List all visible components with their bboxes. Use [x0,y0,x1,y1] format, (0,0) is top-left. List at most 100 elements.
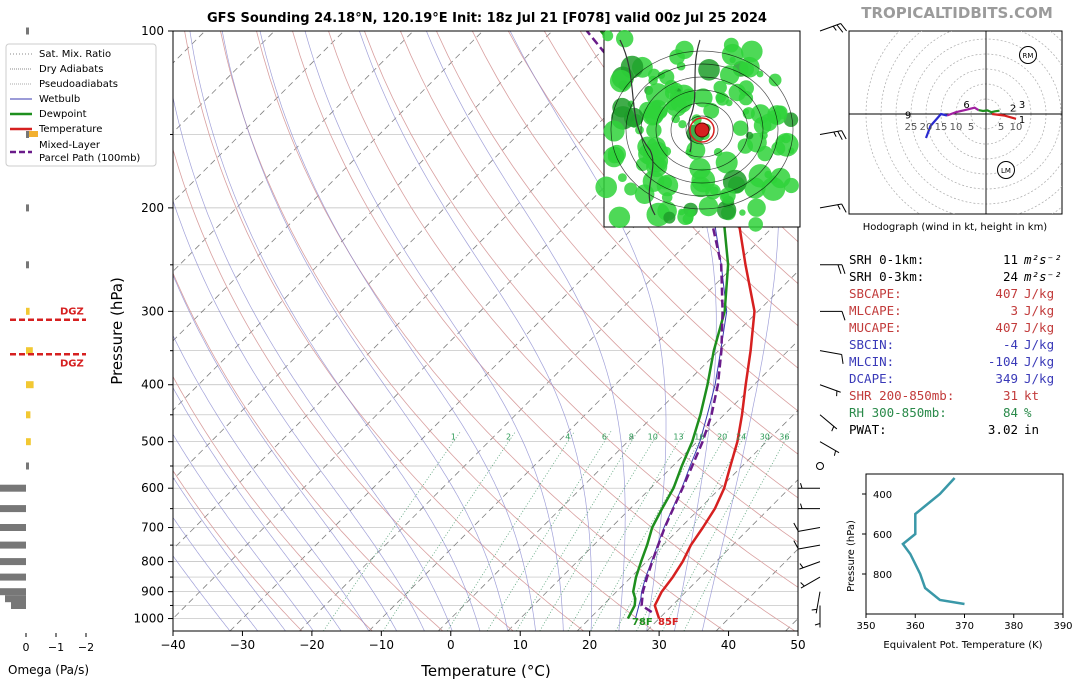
hodograph-trace [991,112,1017,120]
radar-echo [742,107,755,120]
index-value: 3 [1010,303,1018,318]
moist-adiabat-line [221,31,509,631]
taiwan-coastline [688,39,701,153]
dry-adiabat-line [173,470,303,631]
omega-panel: DGZ DGZ 0 −1 −2 Omega (Pa/s) [0,27,94,677]
mixing-ratio-line [683,431,791,631]
x-tick-label: 50 [790,638,805,652]
mixing-ratio-label: 2 [506,433,511,442]
radar-echo [747,198,766,217]
mixed-layer-parcel-path-mb--line [585,31,724,614]
mixing-ratio-labels: 1 2 4 6 8 10 13 16 20 24 30 36 [451,433,790,442]
omega-bar [0,484,26,492]
mixing-ratio-label: 13 [673,433,683,442]
mixing-ratio-label: 36 [779,433,789,442]
dgz-label: DGZ [60,358,84,369]
index-unit: m²s⁻² [1023,269,1062,284]
radar-echo [603,120,625,142]
wind-barb-flag [841,311,846,321]
y-tick-label: 700 [141,521,164,535]
moist-adiabat-line [189,31,481,631]
wind-barb-staff [819,350,842,355]
theta-e-ticks: 350 360 370 380 390 400 600 800 [856,490,1072,632]
radar-echo [616,30,634,48]
mixing-ratio-label: 20 [717,433,727,442]
mixing-ratio-line [590,431,706,631]
index-unit: J/kg [1024,354,1054,369]
wind-barb-flag [841,264,846,274]
radar-echo [682,213,694,225]
mixing-ratio-line [636,431,748,631]
x-tick-label: 30 [651,638,666,652]
omega-bar [26,381,34,389]
hodograph-ring-label: 10 [950,122,963,133]
radar-echo [693,88,713,108]
moist-adiabat-line [304,31,564,631]
index-unit: % [1024,405,1032,420]
theta-x-tick-label: 370 [955,621,974,632]
radar-echo [741,40,763,63]
omega-bar [26,204,29,212]
moist-adiabat-line [173,199,425,631]
radar-echo [678,120,687,129]
moist-adiabat-line [173,476,286,631]
radar-echo [664,79,679,94]
omega-tick-label: 0 [23,641,30,654]
hodograph-height-label: 6 [963,100,969,111]
isotherm-line [173,31,692,550]
index-value: 31 [1003,388,1018,403]
index-label: MLCIN: [849,354,894,369]
isobar-contour [670,102,734,158]
index-unit: in [1024,422,1039,437]
mixing-ratio-line [567,431,686,631]
wind-barb-half-flag [832,25,837,31]
mixing-ratio-line [382,431,516,631]
radar-echo [713,80,727,95]
hodograph-ring-label: 10 [1010,122,1023,133]
wind-barb-flag [841,130,847,140]
legend-label-temperature: Temperature [38,124,102,135]
index-label: MUCAPE: [849,320,902,335]
skewt-y-axis-label: Pressure (hPa) [108,277,126,385]
omega-bar [26,462,29,470]
omega-ticks: 0 −1 −2 [23,633,94,654]
isotherm-line [299,131,798,631]
index-unit: J/kg [1024,337,1054,352]
hodograph-height-label: 3 [1019,100,1025,111]
dry-adiabat-line [173,147,514,631]
omega-bar [11,602,26,609]
wind-barb-staff [819,414,838,430]
omega-bar [26,27,29,35]
y-tick-label: 600 [141,481,164,495]
wind-barbs [793,23,847,628]
x-tick-label: 40 [721,638,736,652]
mixing-ratio-label: 1 [451,433,456,442]
theta-x-tick-label: 350 [856,621,875,632]
wind-barb-flag [841,354,844,364]
mixing-ratio-label: 4 [565,433,570,442]
moist-adiabat-line [259,31,536,631]
wind-barb-flag [837,131,843,140]
hodograph-height-label: 2 [1010,104,1016,115]
mixing-ratio-line [486,431,612,631]
dry-adiabat-line [507,31,798,369]
radar-echo [732,120,749,136]
index-value: 3.02 [988,422,1018,437]
theta-x-tick-label: 380 [1004,621,1023,632]
x-tick-label: −40 [160,638,185,652]
radar-echo [757,145,773,162]
radar-echo [624,182,638,196]
moist-adiabat-line [173,516,259,631]
wind-barb-half-flag [800,582,805,587]
moist-adiabat-line [615,31,717,631]
legend-label-dry-adiabats: Dry Adiabats [39,64,103,75]
dry-adiabat-line [543,31,798,327]
omega-bar [0,573,26,581]
isotherm-line [646,479,798,631]
moist-adiabat-line [509,31,667,631]
y-tick-label: 100 [141,24,164,38]
dgz-label: DGZ [60,307,84,318]
radar-echo [729,56,736,64]
legend-label-parcel-line-2: Parcel Path (100mb) [39,153,140,164]
radar-echo [698,59,720,81]
